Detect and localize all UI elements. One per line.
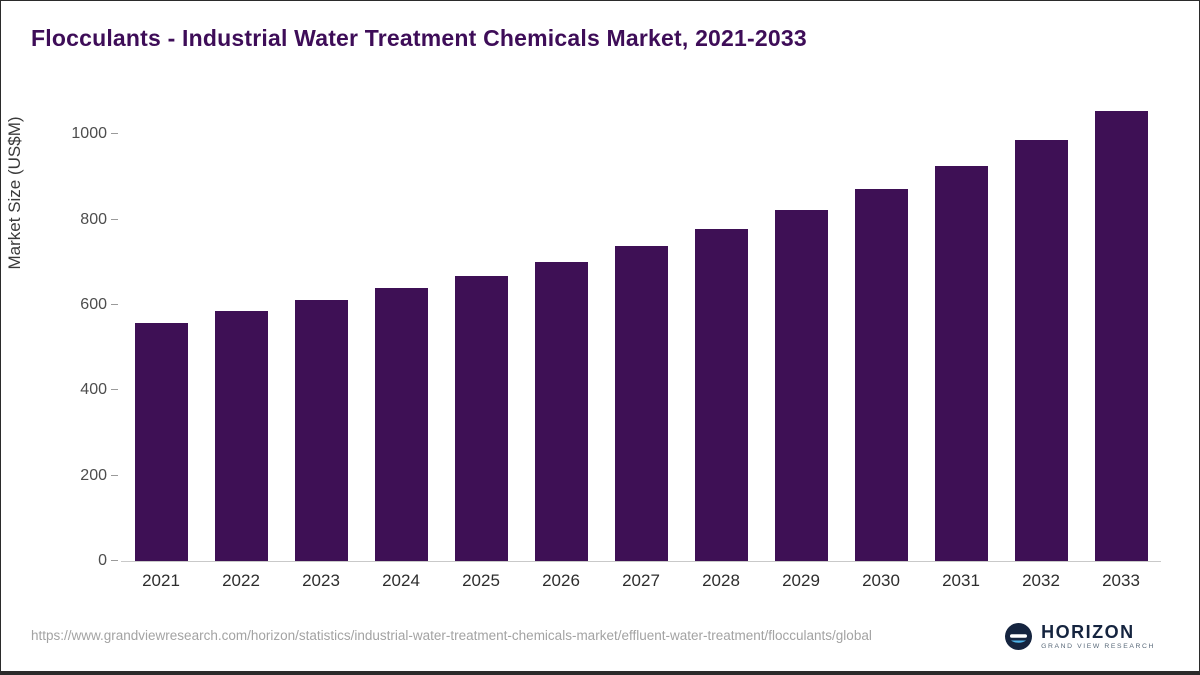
x-tick-label-2029: 2029 (782, 571, 820, 590)
bar-series (121, 111, 1161, 561)
horizon-logo-name: HORIZON (1041, 622, 1135, 642)
bar-column-2027 (601, 111, 681, 561)
bar-2027[interactable] (614, 246, 668, 561)
bar-2028[interactable] (694, 229, 748, 561)
y-tick-mark-1000 (111, 133, 118, 135)
bar-column-2026 (521, 111, 601, 561)
y-tick-label-600: 600 (80, 296, 107, 314)
x-tick-label-2024: 2024 (382, 571, 420, 590)
bar-2033[interactable] (1094, 111, 1148, 561)
y-tick-mark-0 (111, 560, 118, 561)
x-tick-label-2030: 2030 (862, 571, 900, 590)
y-tick-mark-800 (111, 218, 118, 220)
x-tick-label-2022: 2022 (222, 571, 260, 590)
x-tick-label-2027: 2027 (622, 571, 660, 590)
bar-2024[interactable] (374, 288, 428, 561)
bar-column-2023 (281, 111, 361, 561)
source-url: https://www.grandviewresearch.com/horizo… (31, 628, 872, 643)
bar-2022[interactable] (214, 311, 268, 561)
plot-area: 0 200 400 600 800 1000 (71, 111, 1161, 569)
x-tick-label-2032: 2032 (1022, 571, 1060, 590)
bar-column-2029 (761, 111, 841, 561)
x-tick-label-2025: 2025 (462, 571, 500, 590)
horizon-logo-icon (1005, 623, 1033, 651)
bar-column-2032 (1001, 111, 1081, 561)
bar-column-2031 (921, 111, 1001, 561)
y-tick-mark-200 (111, 474, 118, 476)
x-tick-label-2026: 2026 (542, 571, 580, 590)
horizon-logo-text: HORIZON GRAND VIEW RESEARCH (1041, 623, 1155, 651)
y-tick-label-400: 400 (80, 381, 107, 399)
bar-column-2030 (841, 111, 921, 561)
bar-column-2022 (201, 111, 281, 561)
x-axis-labels: 2021 2022 2023 2024 2025 2026 2027 2028 2029 2030… (121, 571, 1161, 591)
x-tick-label-2028: 2028 (702, 571, 740, 590)
bar-2023[interactable] (294, 299, 348, 561)
y-tick-label-800: 800 (80, 210, 107, 228)
x-tick-label-2033: 2033 (1102, 571, 1140, 590)
horizon-logo: HORIZON GRAND VIEW RESEARCH (1005, 623, 1155, 651)
chart-title: Flocculants - Industrial Water Treatment… (31, 25, 807, 51)
x-tick-label-2023: 2023 (302, 571, 340, 590)
bar-2031[interactable] (934, 166, 988, 561)
y-axis-label: Market Size (US$M) (5, 116, 24, 270)
bar-2021[interactable] (134, 323, 188, 561)
bar-column-2025 (441, 111, 521, 561)
y-tick-label-200: 200 (80, 466, 107, 484)
y-tick-label-1000: 1000 (71, 125, 107, 143)
bar-column-2028 (681, 111, 761, 561)
bar-column-2033 (1081, 111, 1161, 561)
y-tick-mark-400 (111, 389, 118, 391)
bar-2032[interactable] (1014, 140, 1068, 561)
x-tick-label-2031: 2031 (942, 571, 980, 590)
x-tick-label-2021: 2021 (142, 571, 180, 590)
y-tick-mark-600 (111, 304, 118, 306)
bar-column-2021 (121, 111, 201, 561)
bar-2025[interactable] (454, 276, 508, 561)
y-tick-label-0: 0 (98, 552, 107, 569)
horizon-logo-subtitle: GRAND VIEW RESEARCH (1041, 643, 1155, 650)
bar-2030[interactable] (854, 189, 908, 561)
bar-2029[interactable] (774, 210, 828, 561)
bar-2026[interactable] (534, 261, 588, 561)
bar-column-2024 (361, 111, 441, 561)
